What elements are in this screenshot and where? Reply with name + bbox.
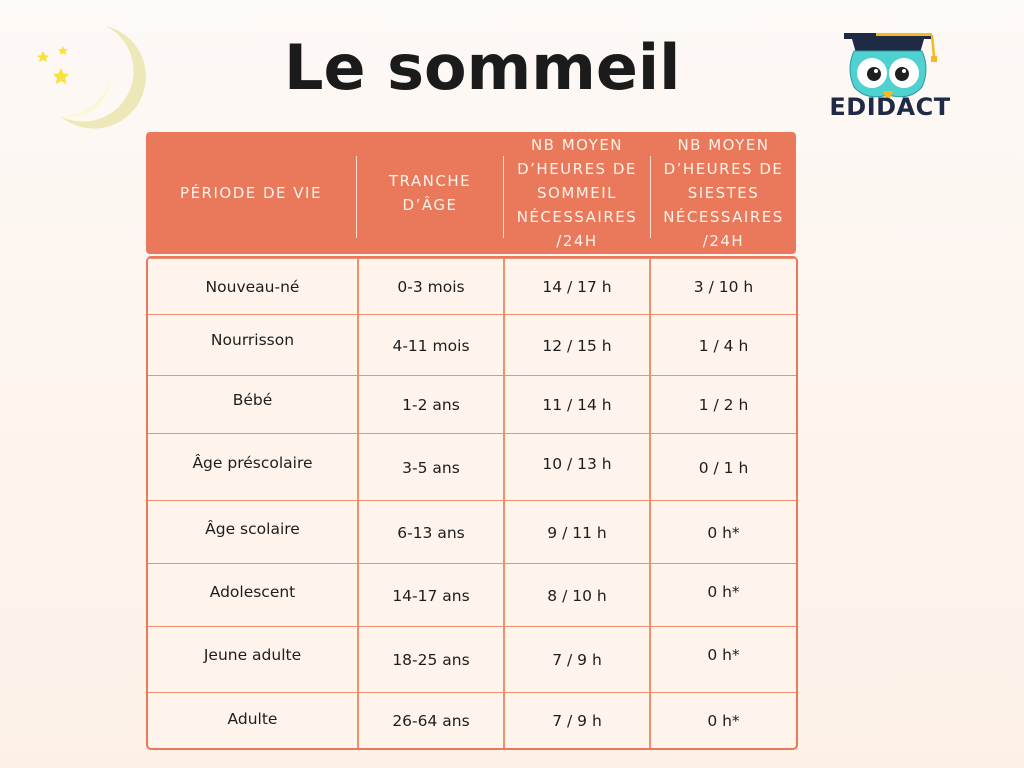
cell-sommeil: 9 / 11 h <box>547 523 607 542</box>
table-row: Adolescent 14-17 ans 8 / 10 h 0 h* <box>148 563 796 627</box>
cell-periode: Adulte <box>227 710 278 728</box>
cell-siestes: 0 h* <box>707 583 740 601</box>
column-divider <box>649 258 651 748</box>
cell-tranche: 14-17 ans <box>392 586 470 605</box>
cell-sommeil: 14 / 17 h <box>542 278 612 296</box>
cell-siestes: 1 / 2 h <box>698 396 749 414</box>
cell-sommeil: 7 / 9 h <box>552 651 602 669</box>
table-row: Âge scolaire 6-13 ans 9 / 11 h 0 h* <box>148 500 796 564</box>
header-divider <box>503 156 504 238</box>
cell-siestes: 0 h* <box>707 712 740 730</box>
header-sommeil: NB MOYEN D’HEURES DE SOMMEIL NÉCESSAIRES… <box>516 136 638 250</box>
star-icon <box>53 68 69 84</box>
star-icon <box>58 46 68 55</box>
cell-tranche: 26-64 ans <box>392 712 470 730</box>
cell-tranche: 18-25 ans <box>392 651 470 669</box>
cell-periode: Bébé <box>232 391 273 409</box>
cell-periode: Jeune adulte <box>203 646 302 664</box>
header-tranche: TRANCHE D’ÂGE <box>388 172 472 214</box>
sleep-table: Nouveau-né 0-3 mois 14 / 17 h 3 / 10 h N… <box>146 256 798 750</box>
header-siestes: NB MOYEN D’HEURES DE SIESTES NÉCESSAIRES… <box>663 136 784 250</box>
column-divider <box>503 258 505 748</box>
cell-siestes: 0 h* <box>707 523 740 542</box>
cell-periode: Adolescent <box>209 583 296 601</box>
column-divider <box>357 258 359 748</box>
header-divider <box>356 156 357 238</box>
table-row: Bébé 1-2 ans 11 / 14 h 1 / 2 h <box>148 375 796 434</box>
cell-siestes: 0 h* <box>707 646 740 664</box>
cell-sommeil: 12 / 15 h <box>542 336 612 355</box>
cell-tranche: 0-3 mois <box>397 278 465 296</box>
cell-periode: Nouveau-né <box>205 278 300 296</box>
crescent-moon-icon <box>37 26 146 129</box>
cell-sommeil: 10 / 13 h <box>542 455 612 473</box>
cell-periode: Âge scolaire <box>205 520 300 538</box>
header-divider <box>650 156 651 238</box>
table-row: Nourrisson 4-11 mois 12 / 15 h 1 / 4 h <box>148 314 796 376</box>
cell-tranche: 4-11 mois <box>392 336 470 355</box>
star-icon <box>37 51 49 62</box>
table-row: Nouveau-né 0-3 mois 14 / 17 h 3 / 10 h <box>148 258 796 315</box>
cell-sommeil: 11 / 14 h <box>542 396 612 414</box>
cell-periode: Nourrisson <box>210 331 295 349</box>
header-periode: PÉRIODE DE VIE <box>180 184 322 202</box>
cell-siestes: 0 / 1 h <box>698 458 749 477</box>
cell-tranche: 1-2 ans <box>402 396 460 414</box>
table-row: Jeune adulte 18-25 ans 7 / 9 h 0 h* <box>148 626 796 693</box>
table-header: PÉRIODE DE VIE TRANCHE D’ÂGE NB MOYEN D’… <box>146 132 796 254</box>
cell-sommeil: 8 / 10 h <box>547 586 607 605</box>
cell-siestes: 1 / 4 h <box>698 336 749 355</box>
owl-logo-icon <box>844 33 937 101</box>
page-title: Le sommeil <box>284 31 681 104</box>
cell-tranche: 6-13 ans <box>397 523 465 542</box>
cell-sommeil: 7 / 9 h <box>552 712 602 730</box>
cell-tranche: 3-5 ans <box>402 458 460 477</box>
cell-siestes: 3 / 10 h <box>693 278 754 296</box>
brand-name: EDIDACT <box>829 93 951 121</box>
cell-periode: Âge préscolaire <box>192 454 313 472</box>
table-row: Adulte 26-64 ans 7 / 9 h 0 h* <box>148 692 796 749</box>
table-row: Âge préscolaire 3-5 ans 10 / 13 h 0 / 1 … <box>148 433 796 501</box>
